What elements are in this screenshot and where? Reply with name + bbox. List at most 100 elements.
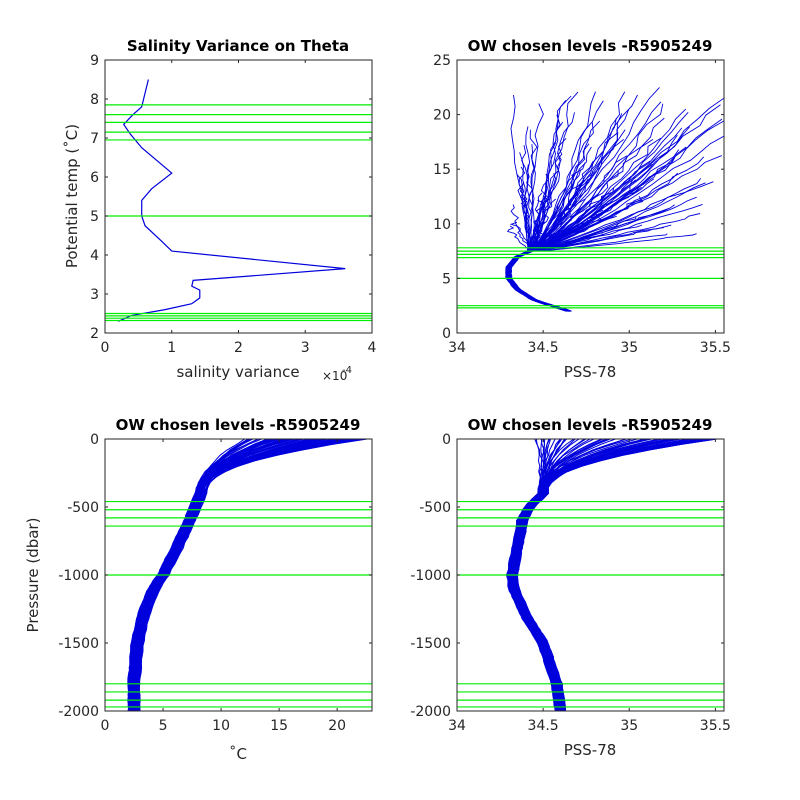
ts-profile-upper <box>526 103 544 252</box>
x-exponent: -4 <box>342 365 352 376</box>
x-tick-label: 20 <box>328 718 346 734</box>
ticks: 34 34.5 35 35.5 -2000 -1500 -1000 -500 0 <box>410 432 731 734</box>
ts-profile-upper <box>527 139 654 252</box>
y-axis-label: Pressure (dbar) <box>24 518 42 633</box>
x-tick-label: 4 <box>368 340 377 356</box>
y-axis-label: Potential temp (˚C) <box>63 124 81 268</box>
ts-profile-upper <box>527 192 543 252</box>
x-tick-label: 0 <box>101 718 110 734</box>
y-tick-label: 8 <box>90 92 99 108</box>
ts-profile-upper <box>520 181 533 252</box>
ts-profile-upper <box>527 203 703 252</box>
axes-box <box>456 59 725 334</box>
y-tick-label: 6 <box>90 170 99 186</box>
ticks: 0 1 2 3 4 2 3 4 5 6 7 8 9 <box>90 53 376 356</box>
y-tick-label: -1000 <box>410 568 451 584</box>
y-tick-label: -2000 <box>58 704 99 720</box>
y-tick-label: -500 <box>419 500 451 516</box>
plot-area <box>105 79 372 322</box>
plot-area <box>457 87 724 312</box>
ticks: 34 34.5 35 35.5 0 5 10 15 20 25 <box>433 53 731 356</box>
ts-profile-upper <box>527 100 567 252</box>
x-multiplier: ×10 <box>322 369 347 383</box>
y-tick-label: 2 <box>90 326 99 342</box>
ts-profile-upper <box>529 182 706 252</box>
x-tick-label: 35 <box>620 340 638 356</box>
x-tick-label: 35 <box>620 718 638 734</box>
y-tick-label: 5 <box>442 271 451 287</box>
y-tick-label: 20 <box>433 108 451 124</box>
ts-profile-upper <box>509 221 534 252</box>
y-tick-label: 10 <box>433 217 451 233</box>
ts-profile-upper <box>529 209 604 252</box>
ts-profile-upper <box>531 227 664 252</box>
ts-profile-upper <box>510 204 534 252</box>
panel-salinity-pressure: 34 34.5 35 35.5 -2000 -1500 -1000 -500 0 OW chos… <box>410 416 731 759</box>
x-tick-label: 3 <box>301 340 310 356</box>
ticks: 0 5 10 15 20 -2000 -1500 -1000 -500 0 <box>58 432 372 734</box>
plot-area <box>457 439 724 711</box>
ts-profile-upper <box>526 224 577 252</box>
y-tick-label: -500 <box>67 500 99 516</box>
ts-profile-upper <box>530 204 675 252</box>
ts-profile-upper <box>528 87 660 252</box>
ts-profile-upper <box>529 156 705 252</box>
y-tick-label: 25 <box>433 53 451 69</box>
x-tick-label: 5 <box>159 718 168 734</box>
ts-profile-upper <box>530 109 630 252</box>
chart-title: OW chosen levels -R5905249 <box>116 416 361 434</box>
ts-profile-deep <box>506 243 568 312</box>
y-tick-label: -1000 <box>58 568 99 584</box>
x-tick-label: 35.5 <box>700 340 731 356</box>
y-tick-label: -2000 <box>410 704 451 720</box>
x-axis-label: PSS-78 <box>564 363 617 381</box>
ts-profile-upper <box>528 213 701 252</box>
panel-salinity-variance: 0 1 2 3 4 2 3 4 5 6 7 8 9 Salinity Variance on Theta… <box>63 37 377 383</box>
y-tick-label: 0 <box>442 432 451 448</box>
y-tick-label: -1500 <box>58 636 99 652</box>
y-tick-label: 9 <box>90 53 99 69</box>
x-axis-label: PSS-78 <box>564 741 617 759</box>
ts-profile-upper <box>507 225 533 252</box>
x-tick-label: 34 <box>448 718 466 734</box>
panel-theta-salinity: 34 34.5 35 35.5 0 5 10 15 20 25 OW chosen levels … <box>433 37 731 381</box>
x-axis-label: ˚C <box>229 745 247 763</box>
y-tick-label: -1500 <box>410 636 451 652</box>
y-tick-label: 4 <box>90 248 99 264</box>
x-axis-label: salinity variance <box>176 363 299 381</box>
x-tick-label: 1 <box>167 340 176 356</box>
y-tick-label: 15 <box>433 162 451 178</box>
ts-profile-deep <box>509 243 570 312</box>
chart-title: Salinity Variance on Theta <box>127 37 349 55</box>
ts-profile-upper <box>533 103 664 252</box>
x-tick-label: 10 <box>212 718 230 734</box>
variance-line <box>118 79 346 322</box>
y-tick-label: 3 <box>90 287 99 303</box>
plot-area <box>105 439 372 711</box>
x-tick-label: 35.5 <box>700 718 731 734</box>
ts-profile-upper <box>529 190 551 252</box>
x-tick-label: 34 <box>448 340 466 356</box>
x-tick-label: 34.5 <box>528 340 559 356</box>
ts-profile-upper <box>519 152 529 252</box>
y-tick-label: 0 <box>442 326 451 342</box>
y-tick-label: 7 <box>90 131 99 147</box>
ts-profile-upper <box>530 178 589 252</box>
y-tick-label: 5 <box>90 209 99 225</box>
ts-profile-upper <box>532 121 593 252</box>
x-tick-label: 34.5 <box>528 718 559 734</box>
ts-profile-upper <box>532 195 643 252</box>
chart-title: OW chosen levels -R5905249 <box>468 37 713 55</box>
ts-profile-upper <box>531 111 689 252</box>
ts-profile-upper <box>510 94 531 252</box>
ts-profile-upper <box>528 178 702 252</box>
ts-profile-upper <box>530 196 697 252</box>
x-tick-label: 0 <box>101 340 110 356</box>
x-tick-label: 2 <box>234 340 243 356</box>
chart-title: OW chosen levels -R5905249 <box>468 416 713 434</box>
x-tick-label: 15 <box>270 718 288 734</box>
panel-temperature-pressure: 0 5 10 15 20 -2000 -1500 -1000 -500 0 OW chosen l… <box>24 416 373 763</box>
ts-profile-upper <box>528 94 638 252</box>
y-tick-label: 0 <box>90 432 99 448</box>
